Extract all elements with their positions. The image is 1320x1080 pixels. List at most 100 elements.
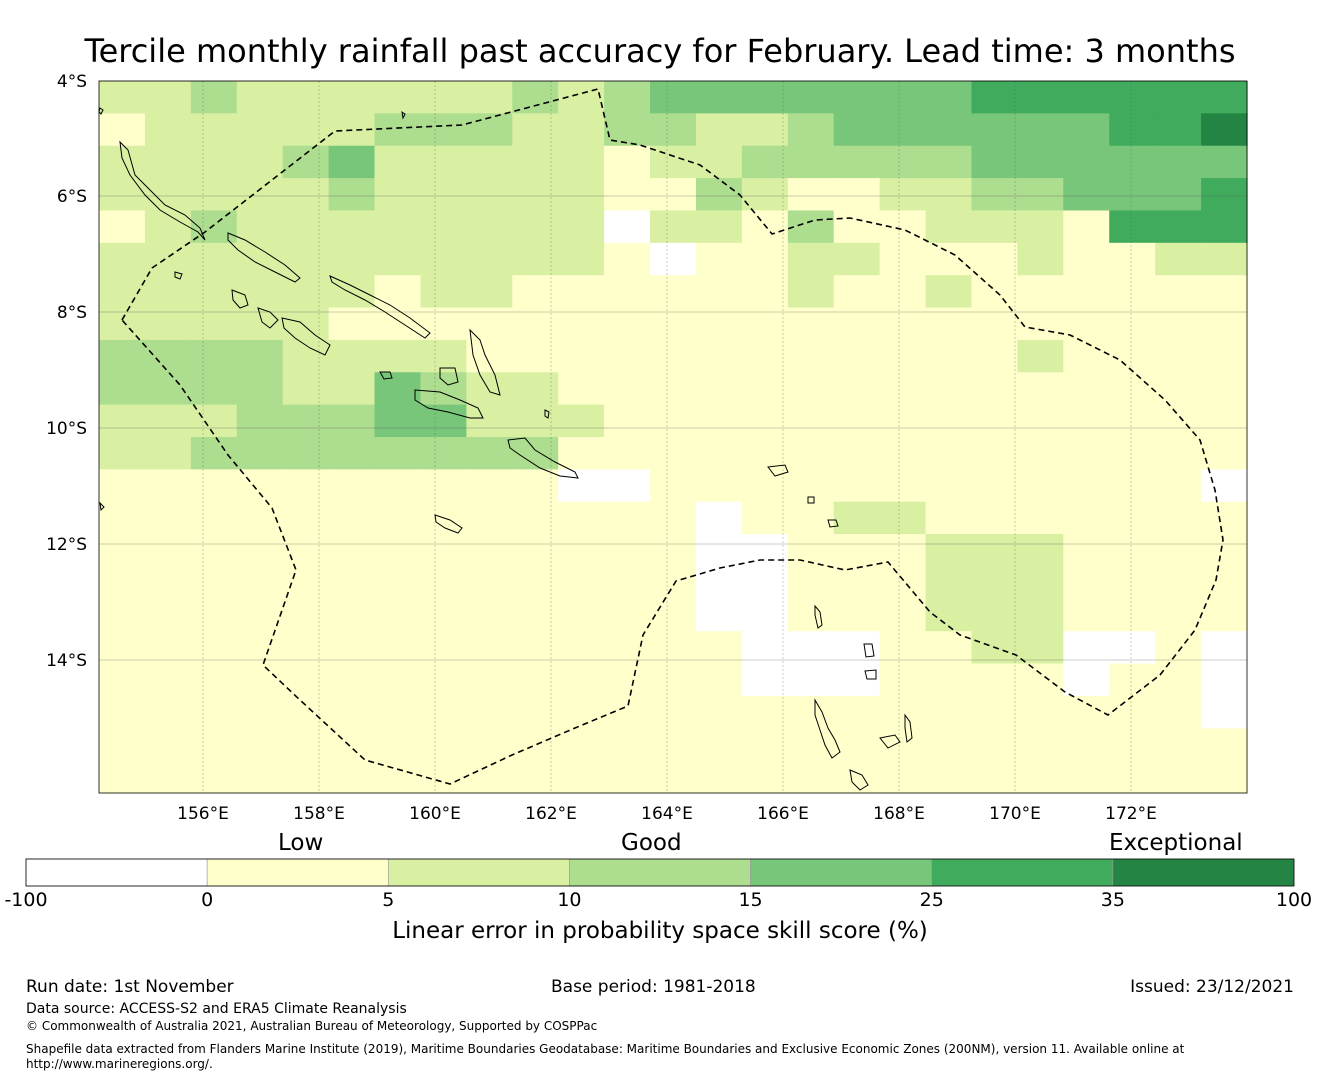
skill-cell [1155, 81, 1202, 114]
island-outline [863, 643, 875, 658]
skill-cell [99, 81, 146, 114]
skill-cell [1109, 534, 1156, 568]
skill-cell [1155, 275, 1202, 309]
skill-cell [558, 598, 605, 632]
skill-cell [420, 178, 467, 212]
skill-cell [650, 695, 697, 729]
skill-cell [650, 307, 697, 341]
skill-cell [971, 404, 1018, 438]
colorbar-tick-label: 100 [1275, 889, 1313, 911]
skill-cell [466, 663, 513, 697]
skill-cell [282, 501, 330, 535]
skill-cell [925, 178, 973, 212]
skill-cell [741, 695, 789, 729]
skill-cell [558, 307, 605, 341]
skill-cell [695, 566, 743, 600]
skill-cell [466, 210, 513, 244]
skill-cell [695, 631, 743, 665]
skill-cell [190, 242, 238, 276]
skill-cell [144, 339, 192, 373]
skill-cell [695, 339, 743, 373]
skill-cell [833, 501, 881, 535]
skill-cell [374, 469, 422, 503]
skill-cell [99, 404, 146, 438]
skill-cell [466, 178, 513, 212]
skill-cell [1109, 695, 1156, 729]
skill-cell [971, 242, 1018, 276]
island-outline [904, 713, 913, 743]
skill-cell [787, 437, 835, 470]
skill-cell [282, 469, 330, 503]
skill-cell [971, 501, 1018, 535]
skill-cell [604, 242, 651, 276]
skill-cell [925, 534, 973, 568]
skill-cell [374, 760, 422, 794]
skill-cell [190, 663, 238, 697]
skill-cell [650, 760, 697, 794]
skill-cell [741, 178, 789, 212]
lat-label: 12°S [46, 535, 87, 555]
skill-cell [833, 631, 881, 665]
skill-cell [558, 501, 605, 535]
skill-cell [190, 81, 238, 114]
skill-cell [236, 145, 284, 179]
skill-cell [1109, 760, 1156, 794]
skill-cell [741, 760, 789, 794]
skill-cell [1109, 210, 1156, 244]
skill-cell [1017, 404, 1064, 438]
skill-cell [144, 631, 192, 665]
colorbar-tick-label: 15 [738, 889, 763, 911]
skill-cell [787, 307, 835, 341]
skill-cell [466, 469, 513, 503]
skill-cell [466, 307, 513, 341]
skill-cell [1017, 307, 1064, 341]
skill-cell [604, 178, 651, 212]
skill-cell [833, 566, 881, 600]
skill-cell [604, 275, 651, 309]
skill-cell [741, 81, 789, 114]
skill-cell [879, 760, 927, 794]
island-outline [99, 501, 105, 512]
skill-cell [650, 728, 697, 762]
skill-cell [833, 113, 881, 147]
skill-cell [604, 469, 651, 503]
skill-cell [558, 663, 605, 697]
skill-cell [1063, 339, 1110, 373]
skill-cell [787, 372, 835, 406]
skill-cell [1063, 437, 1110, 470]
skill-cell [236, 598, 284, 632]
skill-cell [741, 728, 789, 762]
lon-label: 166°E [757, 804, 809, 824]
skill-cell [282, 566, 330, 600]
skill-cell [787, 631, 835, 665]
skill-cell [604, 81, 651, 114]
island-outline [879, 734, 901, 749]
skill-cell [1063, 631, 1110, 665]
shapefile-credit: Shapefile data extracted from Flanders M… [26, 1042, 1185, 1056]
skill-cell [1109, 469, 1156, 503]
skill-cell [695, 113, 743, 147]
skill-cell [282, 534, 330, 568]
skill-cell [787, 210, 835, 244]
skill-cell [650, 178, 697, 212]
skill-cell [466, 534, 513, 568]
skill-cell [328, 469, 376, 503]
skill-cell [695, 275, 743, 309]
skill-cell [144, 469, 192, 503]
lat-label: 4°S [57, 72, 87, 92]
skill-cell [925, 275, 973, 309]
skill-cell [99, 437, 146, 470]
skill-cell [1155, 501, 1202, 535]
skill-cell [1063, 372, 1110, 406]
skill-cell [695, 437, 743, 470]
skill-cell [144, 695, 192, 729]
skill-cell [925, 307, 973, 341]
skill-cell [1201, 210, 1248, 244]
skill-cell [833, 469, 881, 503]
skill-cell [925, 566, 973, 600]
skill-cell [420, 113, 467, 147]
skill-cell [236, 760, 284, 794]
skill-cell [236, 275, 284, 309]
island-outline [439, 367, 459, 386]
skill-cell [374, 631, 422, 665]
